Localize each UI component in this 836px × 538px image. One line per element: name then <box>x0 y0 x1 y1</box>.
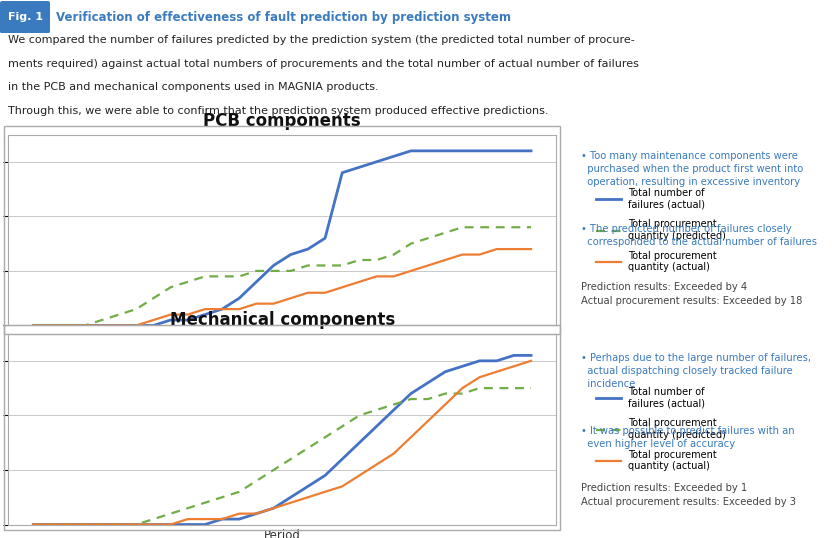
Text: Fig. 1: Fig. 1 <box>8 12 43 22</box>
X-axis label: Period: Period <box>263 529 301 538</box>
FancyBboxPatch shape <box>0 1 50 33</box>
Text: • It was possible to predict failures with an
  even higher level of accuracy: • It was possible to predict failures wi… <box>581 426 795 449</box>
Text: We compared the number of failures predicted by the prediction system (the predi: We compared the number of failures predi… <box>8 35 635 45</box>
Title: Mechanical components: Mechanical components <box>170 311 395 329</box>
Text: • Too many maintenance components were
  purchased when the product first went i: • Too many maintenance components were p… <box>581 151 803 187</box>
Legend: Total number of
failures (actual), Total procurement
quantity (predicted), Total: Total number of failures (actual), Total… <box>596 387 726 471</box>
Text: ments required) against actual total numbers of procurements and the total numbe: ments required) against actual total num… <box>8 59 640 68</box>
Text: Through this, we were able to confirm that the prediction system produced effect: Through this, we were able to confirm th… <box>8 105 548 116</box>
Text: Prediction results: Exceeded by 1
Actual procurement results: Exceeded by 3: Prediction results: Exceeded by 1 Actual… <box>581 483 796 507</box>
Text: in the PCB and mechanical components used in MAGNIA products.: in the PCB and mechanical components use… <box>8 82 379 92</box>
Title: PCB components: PCB components <box>203 112 361 130</box>
Legend: Total number of
failures (actual), Total procurement
quantity (predicted), Total: Total number of failures (actual), Total… <box>596 188 726 272</box>
Text: Prediction results: Exceeded by 4
Actual procurement results: Exceeded by 18: Prediction results: Exceeded by 4 Actual… <box>581 281 803 306</box>
Text: • The predicted number of failures closely
  corresponded to the actual number o: • The predicted number of failures close… <box>581 224 818 247</box>
Text: • Perhaps due to the large number of failures,
  actual dispatching closely trac: • Perhaps due to the large number of fai… <box>581 353 811 389</box>
Text: Verification of effectiveness of fault prediction by prediction system: Verification of effectiveness of fault p… <box>56 11 511 24</box>
